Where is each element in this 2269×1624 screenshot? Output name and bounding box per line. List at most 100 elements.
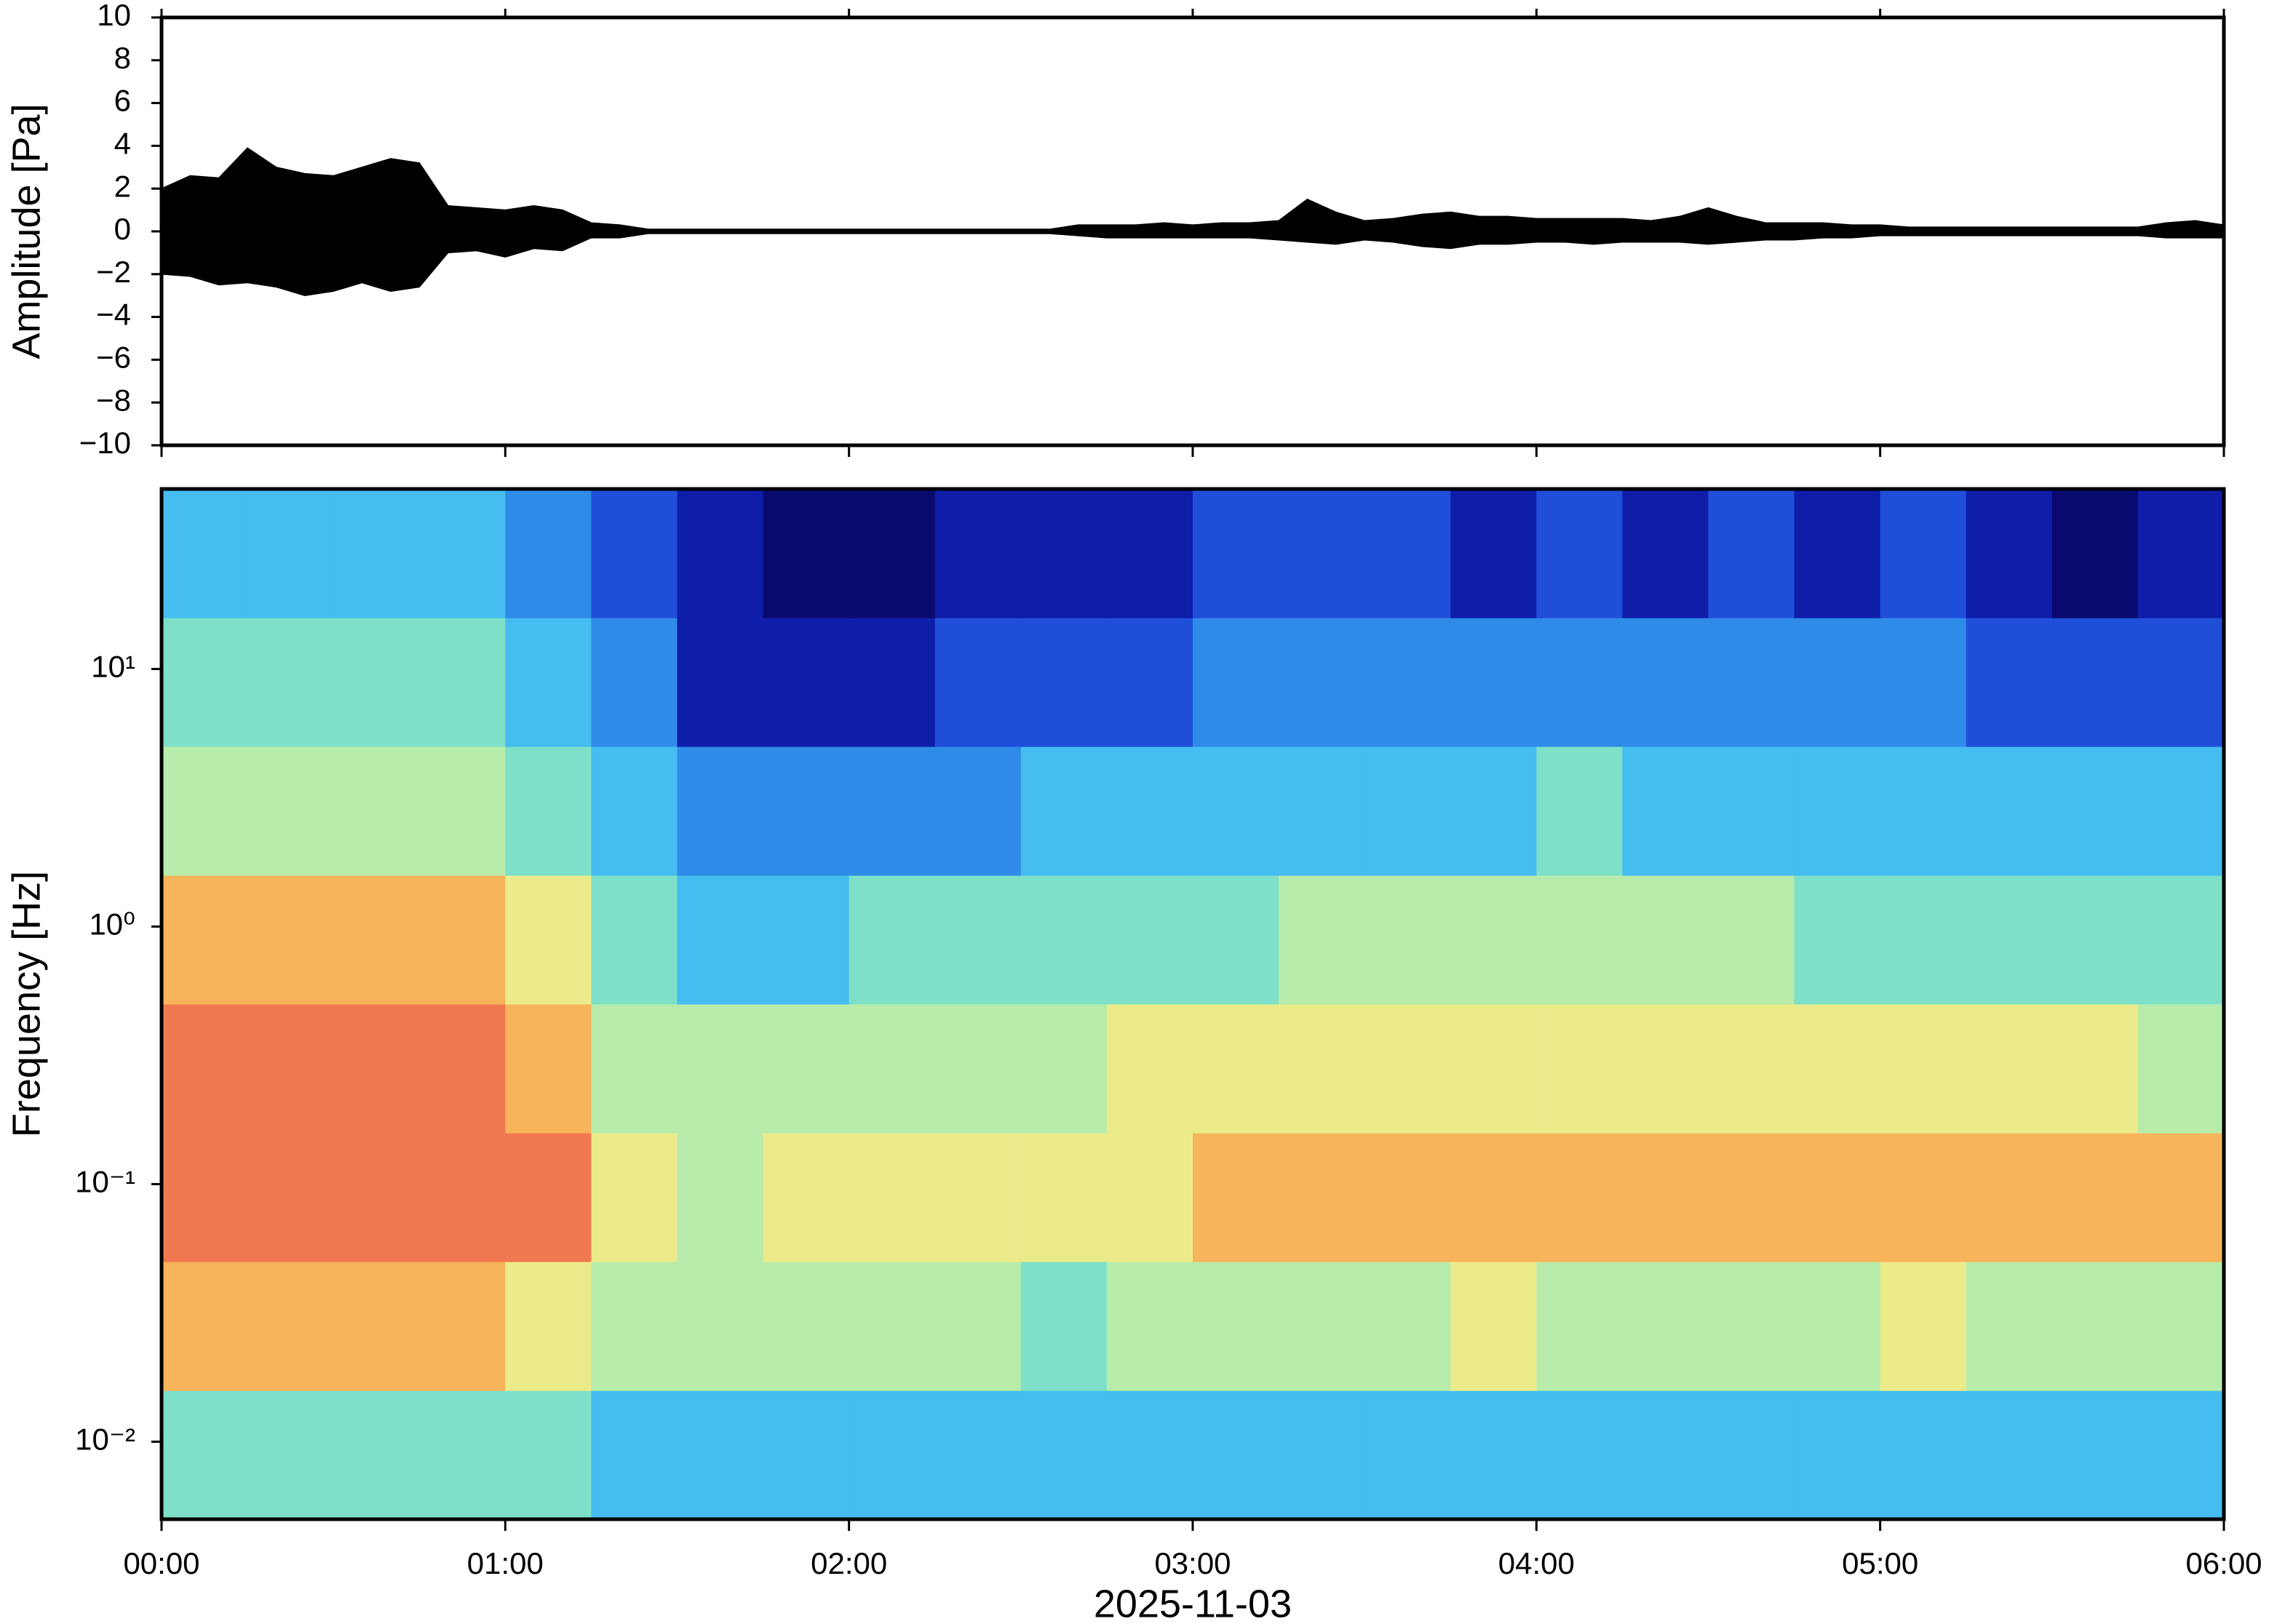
x-tick-label: 04:00: [1498, 1546, 1575, 1580]
heatmap-cell: [849, 1133, 936, 1262]
heatmap-cell: [1364, 875, 1451, 1005]
heatmap-cell: [1708, 1133, 1795, 1262]
heatmap-cell: [763, 1390, 850, 1520]
heatmap-cell: [1880, 747, 1967, 876]
heatmap-cell: [1966, 1390, 2053, 1520]
heatmap-cell: [247, 489, 334, 618]
frame: [159, 487, 2226, 1521]
heatmap-cell: [333, 875, 420, 1005]
heatmap-cell: [1794, 1004, 1881, 1134]
heatmap-cell: [1794, 1390, 1881, 1520]
heatmap-cell: [591, 1004, 677, 1134]
x-tick-label: 05:00: [1842, 1546, 1918, 1580]
heatmap-cell: [1450, 618, 1537, 747]
heatmap-cell: [1708, 618, 1795, 747]
heatmap-cell: [591, 489, 677, 618]
heatmap-cell: [1536, 1390, 1623, 1520]
y-tick-label: 2: [114, 169, 131, 203]
heatmap-cell: [1193, 875, 1279, 1005]
heatmap-cell: [1279, 1133, 1365, 1262]
heatmap-cell: [1364, 489, 1451, 618]
heatmap-cell: [1106, 747, 1193, 876]
heatmap-cell: [1193, 489, 1279, 618]
heatmap-cell: [1880, 1004, 1967, 1134]
heatmap-cell: [1708, 747, 1795, 876]
heatmap-cell: [2051, 747, 2139, 876]
heatmap-cell: [1279, 618, 1365, 747]
heatmap-cell: [849, 1390, 936, 1520]
heatmap-cell: [1193, 1133, 1279, 1262]
heatmap-cell: [2051, 618, 2139, 747]
heatmap-cell: [2051, 1262, 2139, 1391]
heatmap-cell: [763, 618, 850, 747]
heatmap-cell: [1622, 875, 1709, 1005]
heatmap-cell: [1708, 489, 1795, 618]
x-tick-label: 03:00: [1154, 1546, 1231, 1580]
heatmap-cell: [934, 1390, 1022, 1520]
heatmap-cell: [247, 747, 334, 876]
heatmap-cell: [505, 1262, 592, 1391]
heatmap-cell: [677, 1004, 764, 1134]
heatmap-cell: [162, 618, 248, 747]
heatmap-cell: [1708, 1390, 1795, 1520]
heatmap-cell: [1966, 489, 2053, 618]
heatmap-cell: [1536, 875, 1623, 1005]
x-tick-label: 06:00: [2185, 1546, 2262, 1580]
x-tick-label: 01:00: [467, 1546, 544, 1580]
heatmap-cell: [1279, 1262, 1365, 1391]
y-tick-label: −6: [96, 340, 131, 374]
y-axis-label: Amplitude [Pa]: [4, 103, 48, 359]
heatmap-cell: [247, 1004, 334, 1134]
y-tick-label: 10⁻¹: [75, 1165, 135, 1199]
y-tick-label: −10: [79, 426, 131, 460]
heatmap-cell: [162, 1133, 248, 1262]
heatmap-cell: [677, 747, 764, 876]
heatmap-cell: [2051, 1390, 2139, 1520]
heatmap-cell: [2137, 747, 2225, 876]
heatmap-cell: [162, 489, 248, 618]
heatmap-cell: [1536, 618, 1623, 747]
heatmap-cell: [505, 875, 592, 1005]
heatmap-cell: [1450, 1262, 1537, 1391]
heatmap-cell: [1794, 618, 1881, 747]
heatmap-cell: [2137, 1004, 2225, 1134]
heatmap-cell: [1536, 1004, 1623, 1134]
heatmap-cell: [1450, 1133, 1537, 1262]
y-tick-label: −2: [96, 255, 131, 289]
heatmap-cell: [2051, 1133, 2139, 1262]
heatmap-cell: [1622, 1262, 1709, 1391]
heatmap-cell: [505, 489, 592, 618]
heatmap-cell: [763, 1133, 850, 1262]
heatmap-cell: [1450, 1004, 1537, 1134]
heatmap-cell: [1193, 1390, 1279, 1520]
heatmap-cell: [1880, 1262, 1967, 1391]
heatmap-cell: [333, 747, 420, 876]
heatmap-cell: [419, 1390, 506, 1520]
heatmap-cell: [934, 489, 1022, 618]
heatmap-cell: [591, 747, 677, 876]
heatmap-cell: [333, 1004, 420, 1134]
heatmap-cell: [1450, 747, 1537, 876]
heatmap-cell: [1966, 1133, 2053, 1262]
x-axis-label: 2025-11-03: [1094, 1582, 1292, 1624]
heatmap-cell: [247, 1133, 334, 1262]
heatmap-cell: [162, 1262, 248, 1391]
heatmap-cell: [1622, 489, 1709, 618]
heatmap-cell: [2051, 1004, 2139, 1134]
y-tick-label: 10: [97, 0, 131, 32]
heatmap-cell: [419, 1133, 506, 1262]
heatmap-cell: [1880, 489, 1967, 618]
heatmap-cell: [591, 1390, 677, 1520]
heatmap-cell: [505, 618, 592, 747]
heatmap-cell: [1880, 1133, 1967, 1262]
heatmap-cell: [849, 1262, 936, 1391]
heatmap-cell: [677, 875, 764, 1005]
y-tick-label: 8: [114, 41, 131, 75]
heatmap-cell: [1966, 875, 2053, 1005]
y-tick-label: 10¹: [91, 650, 135, 684]
heatmap-cell: [1794, 1133, 1881, 1262]
heatmap-cell: [1106, 1262, 1193, 1391]
waveform: [161, 147, 2225, 296]
heatmap-cell: [1450, 875, 1537, 1005]
heatmap-cell: [1364, 1390, 1451, 1520]
